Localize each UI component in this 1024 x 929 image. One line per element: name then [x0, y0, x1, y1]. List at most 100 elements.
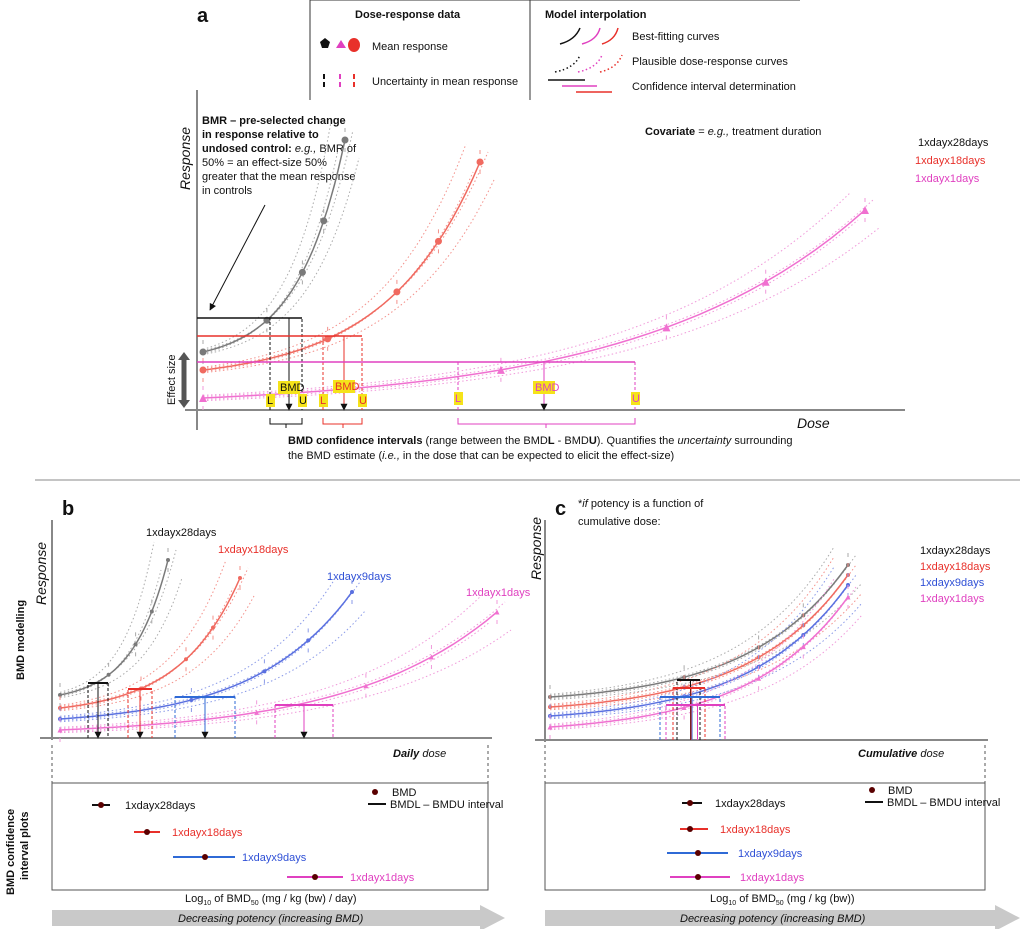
- label: Effect size: [166, 354, 178, 405]
- plausible-curve: [59, 601, 346, 721]
- mean-marker: [211, 625, 215, 630]
- axis-label: Cumulative dose: [858, 748, 944, 760]
- series-label: 1xdayx1days: [915, 173, 980, 185]
- mean-marker: [199, 394, 207, 402]
- mean-marker: [756, 675, 762, 681]
- label: the BMD estimate (i.e., in the dose that…: [288, 450, 674, 462]
- mean-marker: [662, 323, 671, 332]
- covariate: Covariate = e.g., treatment duration: [645, 126, 821, 138]
- arrow-label: Decreasing potency (increasing BMD): [178, 913, 364, 925]
- plausible-curve: [549, 582, 863, 701]
- shape: [269, 418, 303, 428]
- text-fragment: in the dose that can be expected to elic…: [400, 450, 674, 462]
- label: BMD: [335, 381, 360, 393]
- label: 1xdayx28days: [125, 800, 196, 812]
- panel-letter: b: [62, 498, 74, 520]
- shape: [372, 789, 378, 795]
- bmd-bracket: [676, 679, 701, 740]
- shape: [320, 38, 330, 48]
- label: in controls: [202, 185, 253, 197]
- mean-marker: [199, 348, 207, 356]
- text-fragment: =: [695, 126, 708, 138]
- axis-label: Dose: [797, 415, 830, 431]
- mean-marker: [845, 594, 851, 600]
- text-fragment: L: [548, 435, 555, 447]
- label: L: [267, 395, 273, 407]
- text-fragment: - BMD: [555, 435, 589, 447]
- series-label: 1xdayx1days: [466, 587, 531, 599]
- series-label: 1xdayx9days: [920, 577, 985, 589]
- mean-marker: [434, 237, 442, 245]
- legend-title: Dose-response data: [355, 9, 461, 21]
- label: 1xdayx18days: [172, 827, 243, 839]
- shape: [601, 27, 619, 45]
- best-curve: [549, 564, 849, 698]
- label: BMDL – BMDU interval: [390, 799, 503, 811]
- text-fragment: 50: [776, 900, 784, 907]
- ci-box: [51, 782, 489, 891]
- shape: [687, 826, 693, 832]
- label: L: [455, 393, 461, 405]
- plausible-curve: [549, 574, 842, 699]
- text-fragment: 10: [728, 900, 736, 907]
- ci-axis-label: Log10 of BMD50 (mg / kg (bw) / day): [185, 893, 356, 907]
- series-label: 1xdayx28days: [918, 137, 989, 149]
- bmr-note: BMR – pre-selected change in response re…: [202, 115, 357, 197]
- text-fragment: dose: [917, 748, 944, 760]
- shape: [269, 317, 303, 410]
- effect-size: Effect size: [166, 352, 190, 408]
- series-label: 1xdayx9days: [327, 571, 392, 583]
- text-fragment: of BMD: [211, 893, 251, 905]
- text-fragment: Cumulative: [858, 748, 917, 760]
- plausible-curve: [549, 614, 863, 731]
- label: BMD: [888, 785, 913, 797]
- shape: [869, 787, 875, 793]
- label: 1xdayx9days: [738, 848, 803, 860]
- shape: [278, 381, 300, 394]
- text-fragment: 50: [251, 900, 259, 907]
- series-label: 1xdayx28days: [146, 527, 217, 539]
- plausible-curve: [202, 179, 495, 374]
- text-fragment: BMD confidence intervals: [288, 435, 422, 447]
- legend-label: Best-fitting curves: [632, 31, 720, 43]
- text-fragment: i.e.,: [382, 450, 400, 462]
- bmd-bracket: [665, 704, 726, 740]
- ci-plot-c: 1xdayx28days 1xdayx18days 1xdayx9days 1x…: [667, 785, 1000, 907]
- label: BMD confidence intervals (range between …: [288, 435, 792, 447]
- label: U: [299, 395, 307, 407]
- row-label: BMD confidence: [5, 809, 17, 895]
- series-label: 1xdayx18days: [915, 155, 986, 167]
- mean-marker: [320, 217, 328, 225]
- shape: [695, 850, 701, 856]
- curves-c: [547, 546, 863, 740]
- panel-letter: a: [197, 5, 209, 27]
- mean-marker: [800, 644, 806, 650]
- plausible-curve: [549, 602, 863, 720]
- best-curve: [549, 596, 849, 728]
- best-curve: [202, 209, 866, 399]
- mean-marker: [476, 158, 484, 166]
- row-label: BMD modelling: [15, 600, 27, 680]
- label: BMD: [280, 382, 305, 394]
- label: 1xdayx18days: [720, 824, 791, 836]
- mean-marker: [166, 558, 170, 562]
- text-fragment: dose: [419, 748, 446, 760]
- shape: [581, 27, 601, 45]
- legend-label: Mean response: [372, 41, 448, 53]
- best-curve: [202, 161, 481, 371]
- curves-a: [199, 121, 880, 410]
- best-curve: [59, 577, 241, 709]
- mean-marker: [133, 642, 138, 647]
- text-fragment: if: [582, 498, 588, 510]
- legend-a: Dose-response data Model interpolation M…: [309, 0, 800, 100]
- shape: [202, 854, 208, 860]
- text-fragment: potency is a function of: [588, 498, 705, 510]
- plausible-curve: [59, 595, 255, 712]
- bmd-bracket: [672, 687, 706, 740]
- plausible-curve: [202, 143, 467, 368]
- shape: [178, 400, 190, 408]
- series-label: 1xdayx18days: [218, 544, 289, 556]
- mean-marker: [262, 669, 267, 674]
- plausible-curve: [549, 556, 835, 705]
- text-fragment: surrounding: [731, 435, 792, 447]
